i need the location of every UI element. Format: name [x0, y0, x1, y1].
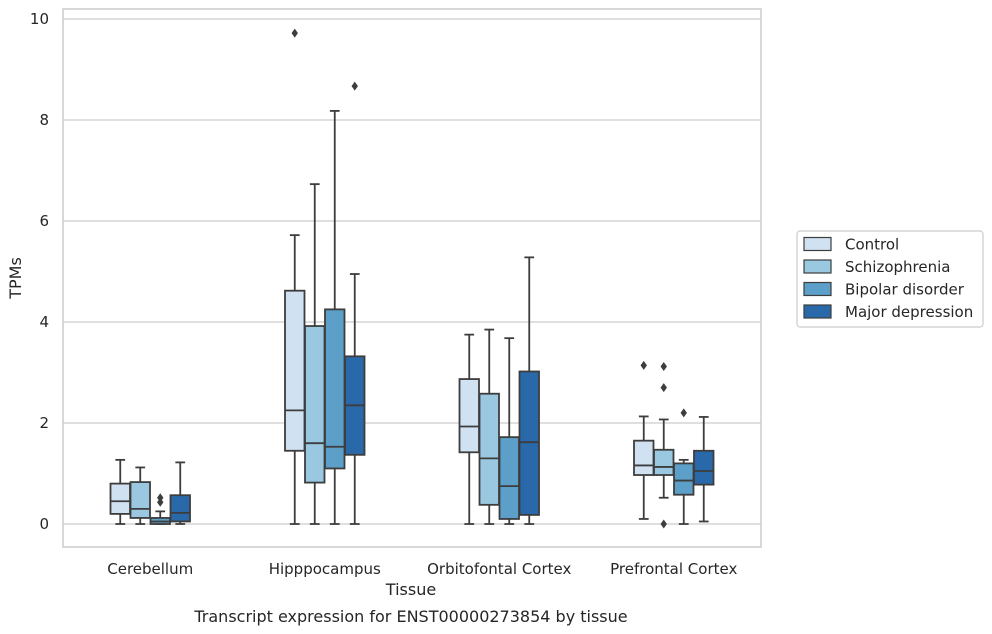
box-bipolar-disorder [673, 408, 695, 525]
y-axis: 0 2 4 6 8 10 [30, 10, 49, 533]
y-tick-label: 4 [39, 313, 49, 331]
legend-frame [796, 230, 984, 328]
box-iqr [498, 436, 520, 520]
box-schizophrenia [653, 361, 675, 529]
x-axis: Cerebellum Hipppocampus Orbitofontal Corte… [107, 560, 737, 578]
legend-item: Control [803, 236, 899, 254]
box-control [109, 458, 131, 525]
x-tick-label: Cerebellum [107, 560, 193, 578]
box-major-depression [518, 256, 540, 525]
x-tick-label: Hipppocampus [269, 560, 381, 578]
box-iqr [693, 449, 715, 486]
legend-label: Control [845, 236, 899, 254]
box-control [633, 360, 655, 520]
box-iqr [284, 289, 306, 452]
legend-label: Bipolar disorder [845, 281, 965, 299]
x-tick-label: Orbitofontal Cortex [427, 560, 571, 578]
box-major-depression [693, 416, 715, 523]
boxes [109, 28, 715, 529]
box-major-depression [344, 81, 366, 525]
box-major-depression [169, 461, 191, 525]
outlier-point [291, 28, 298, 38]
y-tick-label: 0 [39, 515, 49, 533]
y-axis-title: TPMs [6, 257, 25, 300]
legend-swatch [803, 304, 832, 319]
outlier-point [157, 493, 164, 503]
legend-item: Major depression [803, 303, 973, 321]
legend: Control Schizophrenia Bipolar disorder Majo… [796, 230, 984, 328]
box-iqr [169, 494, 191, 523]
box-iqr [129, 481, 151, 519]
y-tick-label: 2 [39, 414, 49, 432]
outlier-point [680, 408, 687, 418]
box-iqr [518, 370, 540, 516]
legend-label: Schizophrenia [845, 258, 950, 276]
box-iqr [633, 439, 655, 476]
legend-label: Major depression [845, 303, 973, 321]
box-bipolar-disorder [324, 110, 346, 525]
y-tick-label: 6 [39, 212, 49, 230]
box-iqr [653, 448, 675, 476]
legend-item: Bipolar disorder [803, 281, 965, 299]
x-tick-label: Prefrontal Cortex [610, 560, 737, 578]
outlier-point [351, 81, 358, 91]
box-iqr [458, 378, 480, 454]
legend-swatch [803, 259, 832, 274]
y-tick-label: 8 [39, 111, 49, 129]
legend-swatch [803, 236, 832, 252]
x-axis-title: Tissue [385, 580, 436, 599]
box-iqr [324, 308, 346, 470]
box-iqr [673, 462, 695, 496]
box-control [284, 28, 306, 525]
figure-caption: Transcript expression for ENST0000027385… [193, 607, 627, 626]
plot-frame [62, 8, 762, 548]
y-tick-label: 10 [30, 10, 49, 28]
box-iqr [109, 482, 131, 515]
box-schizophrenia [129, 466, 151, 525]
outlier-point [660, 361, 667, 371]
outlier-point [640, 360, 647, 370]
outlier-point [660, 383, 667, 393]
box-iqr [304, 325, 326, 484]
box-schizophrenia [304, 183, 326, 525]
legend-swatch [803, 281, 832, 297]
box-iqr [478, 392, 500, 506]
legend-item: Schizophrenia [803, 258, 950, 276]
outlier-point [157, 497, 164, 507]
outlier-point [660, 519, 667, 529]
